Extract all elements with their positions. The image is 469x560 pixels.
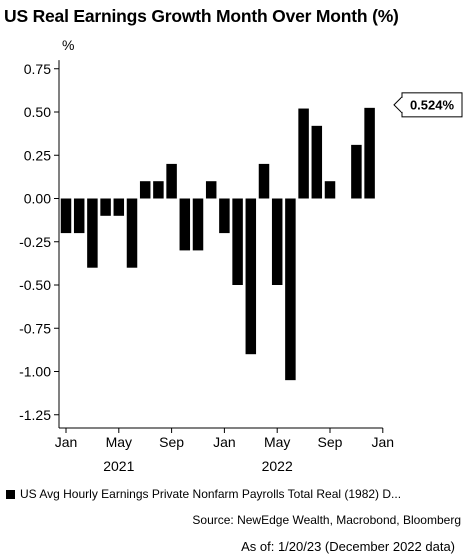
y-tick-label: 0.75 (24, 61, 51, 77)
bar (60, 198, 72, 234)
y-tick-label: 0.00 (24, 191, 51, 207)
bar (351, 144, 362, 199)
bar (271, 198, 283, 285)
bar (100, 198, 111, 216)
bar (73, 198, 85, 234)
y-tick-label: 0.25 (24, 147, 51, 163)
x-tick-label: Jan (372, 434, 395, 450)
x-tick-label: Jan (213, 434, 236, 450)
x-tick-label: Sep (318, 434, 343, 450)
y-tick-label: -0.25 (19, 234, 51, 250)
bar (179, 198, 191, 251)
x-tick-label: May (264, 434, 290, 450)
callout-label: 0.524% (410, 97, 455, 112)
bar (245, 198, 257, 355)
callout-pointer (393, 95, 403, 115)
bar (166, 163, 177, 199)
bar (192, 198, 204, 251)
bar (298, 108, 309, 199)
legend-swatch (6, 489, 15, 499)
bar (364, 107, 375, 199)
y-tick-label: -1.00 (19, 364, 51, 380)
y-axis-unit-label: % (62, 37, 74, 53)
bar (311, 125, 323, 199)
legend-label: US Avg Hourly Earnings Private Nonfarm P… (20, 487, 402, 501)
bar (258, 163, 270, 199)
bar (87, 198, 98, 268)
bar (139, 181, 151, 199)
legend: US Avg Hourly Earnings Private Nonfarm P… (6, 487, 401, 501)
y-tick-label: -0.50 (19, 277, 51, 293)
bar (113, 198, 125, 216)
bar (153, 181, 164, 199)
y-tick-label: 0.50 (24, 104, 51, 120)
x-tick-label: Sep (159, 434, 184, 450)
bar (126, 198, 138, 268)
bar (324, 181, 336, 199)
x-year-label: 2022 (262, 458, 293, 474)
bar (232, 198, 243, 285)
y-tick-label: -0.75 (19, 320, 51, 336)
x-year-label: 2021 (103, 458, 134, 474)
as-of-note: As of: 1/20/23 (December 2022 data) (241, 539, 455, 554)
bar (219, 198, 230, 234)
bar (205, 181, 217, 199)
y-tick-label: -1.25 (19, 407, 51, 423)
bar-chart: % 0.75 0.50 0.25 0.00 -0.25 -0.50 -0.75 -1.00 -1.… (19, 37, 463, 474)
chart-title: US Real Earnings Growth Month Over Month… (4, 6, 399, 26)
bar (285, 198, 296, 381)
x-tick-label: May (106, 434, 132, 450)
x-tick-label: Jan (55, 434, 78, 450)
source-note: Source: NewEdge Wealth, Macrobond, Bloom… (192, 513, 461, 527)
